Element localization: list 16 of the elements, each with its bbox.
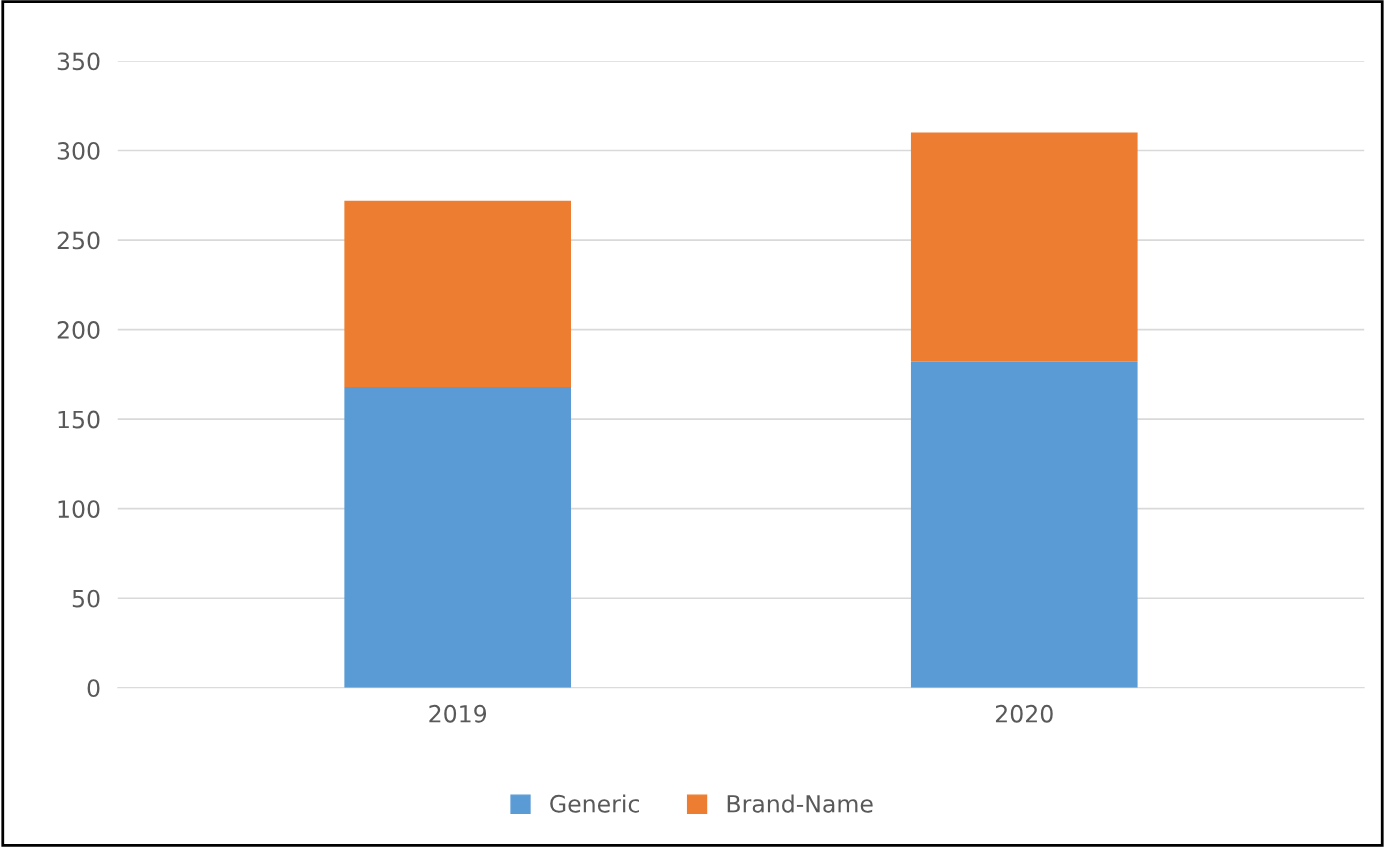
y-tick-label: 100 (58, 500, 100, 518)
y-tick-label: 250 (57, 231, 100, 250)
bar (344, 200, 571, 387)
bar (910, 132, 1138, 362)
y-tick-label: 200 (57, 321, 100, 339)
y-tick-label: 50 (72, 589, 100, 608)
y-tick-label: 350 (57, 52, 100, 71)
legend-label: Brand-Name (727, 794, 873, 813)
bar (344, 386, 571, 688)
y-tick-label: 300 (57, 141, 100, 160)
x-tick-label: 2020 (995, 704, 1053, 723)
bar (910, 361, 1138, 688)
y-tick-label: 150 (58, 410, 100, 429)
legend-label: Generic (550, 794, 639, 813)
x-tick-label: 2019 (429, 704, 487, 723)
y-tick-label: 0 (87, 679, 100, 698)
